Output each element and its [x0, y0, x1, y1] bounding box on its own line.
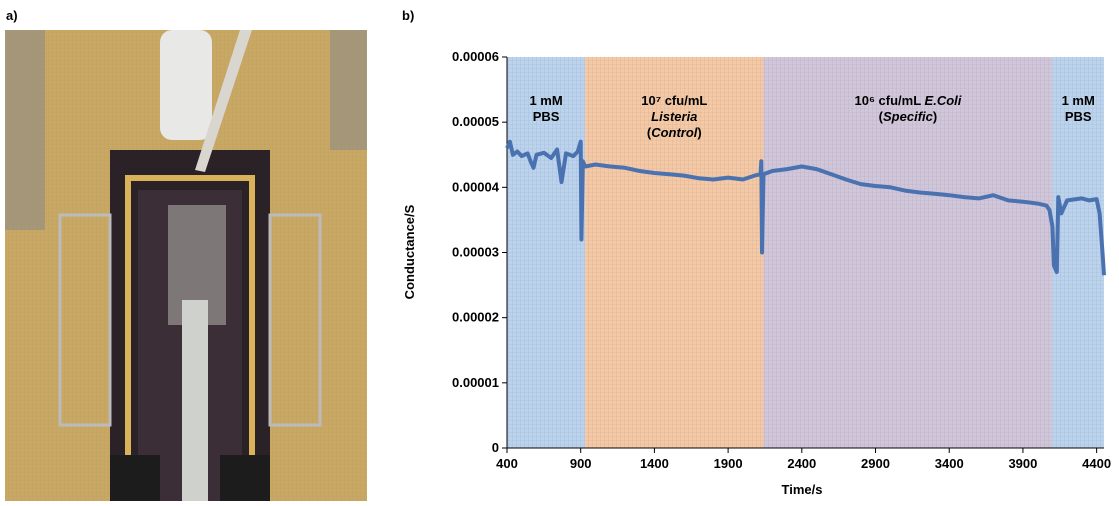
y-tick-label: 0.00002 — [452, 310, 499, 325]
x-tick-label: 3900 — [1008, 456, 1037, 471]
y-tick-label: 0.00004 — [452, 179, 500, 194]
photo — [5, 30, 367, 504]
y-tick-label: 0.00003 — [452, 245, 499, 260]
x-tick-label: 400 — [496, 456, 518, 471]
region-label-part: 1 mM — [1062, 93, 1095, 108]
region-label-part: Listeria — [651, 109, 697, 124]
region-grid — [585, 57, 764, 448]
region-label-part: 1 mM — [529, 93, 562, 108]
region-label: PBS — [533, 109, 560, 124]
region-label: 1 mM — [529, 93, 562, 108]
region-label-part: E.Coli — [925, 93, 962, 108]
region-label-part: ( — [647, 125, 652, 140]
region-label-part: 10⁷ cfu/mL — [641, 93, 707, 108]
x-axis-label: Time/s — [782, 482, 823, 497]
x-tick-label: 4400 — [1082, 456, 1111, 471]
region-label-part: PBS — [533, 109, 560, 124]
region-label: 10⁶ cfu/mL E.Coli — [855, 93, 962, 108]
region-label-part: ) — [697, 125, 701, 140]
y-axis-label: Conductance/S — [402, 204, 417, 299]
panel-label: b) — [402, 8, 414, 23]
x-tick-label: 2900 — [861, 456, 890, 471]
region-label: (Specific) — [879, 109, 938, 124]
y-tick-label: 0.00001 — [452, 375, 499, 390]
data-line — [505, 139, 1106, 276]
x-tick-label: 1400 — [640, 456, 669, 471]
region-label-part: Specific — [883, 109, 934, 124]
region-grid — [507, 57, 586, 448]
region-label-part: 10⁶ cfu/mL — [855, 93, 925, 108]
region-label: Listeria — [651, 109, 697, 124]
region-label: 10⁷ cfu/mL — [641, 93, 707, 108]
y-tick-label: 0.00005 — [452, 114, 499, 129]
y-tick-label: 0 — [492, 440, 499, 455]
region-grid — [763, 57, 1053, 448]
x-tick-label: 1900 — [714, 456, 743, 471]
x-tick-label: 900 — [570, 456, 592, 471]
region-label-part: ) — [933, 109, 937, 124]
region-label-part: Control — [651, 125, 698, 140]
region-label: PBS — [1065, 109, 1092, 124]
region-label: 1 mM — [1062, 93, 1095, 108]
x-tick-label: 2400 — [787, 456, 816, 471]
x-tick-label: 3400 — [935, 456, 964, 471]
region-grid — [1052, 57, 1104, 448]
region-label: (Control) — [647, 125, 702, 140]
y-tick-label: 0.00006 — [452, 49, 499, 64]
region-label-part: PBS — [1065, 109, 1092, 124]
panel-label: a) — [6, 8, 18, 23]
region-label-part: ( — [879, 109, 884, 124]
